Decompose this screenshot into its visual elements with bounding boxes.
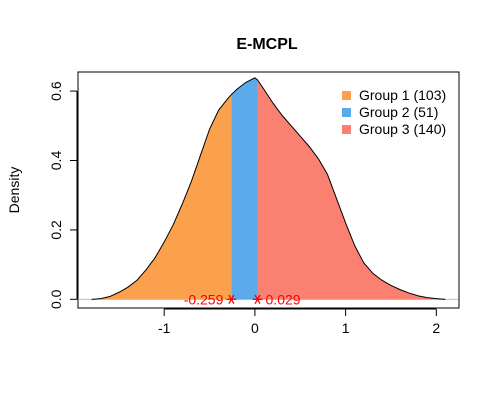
y-tick-label: 0.2 [48,220,64,240]
x-tick-label: 2 [432,320,440,336]
legend-label: Group 1 (103) [359,87,446,103]
legend-label: Group 2 (51) [359,104,438,120]
density-region-group-2 [231,77,258,300]
x-tick-label: 1 [342,320,350,336]
cutpoint-label: -0.259 [184,291,224,307]
y-axis: 0.0 0.2 0.4 0.6 [48,81,78,309]
y-axis-label: Density [6,167,22,214]
x-tick-label: 0 [251,320,259,336]
y-tick-label: 0.0 [48,289,64,309]
plot-frame [77,71,460,309]
cutpoint-label: 0.029 [266,291,301,307]
legend-swatch [342,91,351,100]
density-line [91,77,446,300]
x-axis: -1 0 1 2 [158,308,440,336]
cutpoint-markers: -0.259 0.029 [184,291,301,307]
legend-swatch [342,125,351,134]
plot-area [79,77,458,300]
chart-title: E-MCPL [236,36,298,53]
cutpoint-asterisk [252,294,263,304]
x-tick-label: -1 [158,320,171,336]
y-tick-label: 0.4 [48,151,64,171]
legend: Group 1 (103)Group 2 (51)Group 3 (140) [342,87,446,137]
y-tick-label: 0.6 [48,81,64,101]
cutpoint-asterisk [226,294,237,304]
density-region-group-3 [257,79,446,300]
legend-label: Group 3 (140) [359,121,446,137]
density-region-group-1 [91,94,232,300]
legend-swatch [342,108,351,117]
